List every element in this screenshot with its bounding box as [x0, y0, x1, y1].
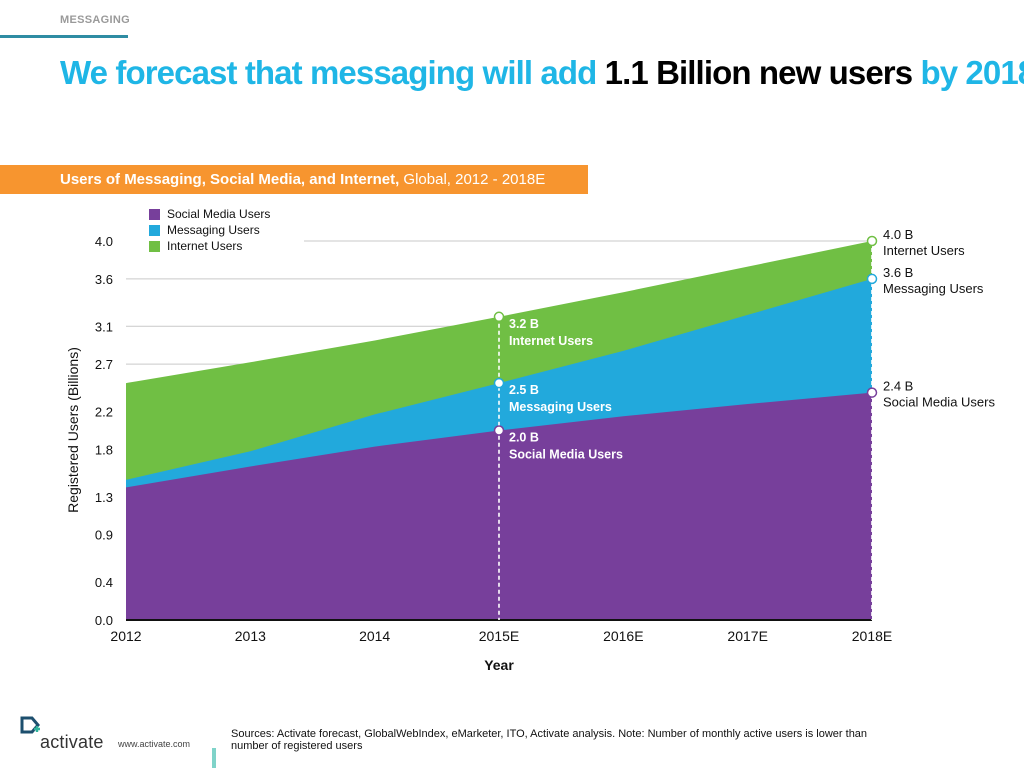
legend-item-internet: Internet Users: [149, 238, 270, 254]
data-label-name: Internet Users: [509, 334, 593, 348]
data-point-social: [493, 425, 505, 436]
banner-title-strong: Users of Messaging, Social Media, and In…: [60, 171, 400, 188]
section-rule: [0, 35, 128, 38]
x-tick-label: 2017E: [727, 628, 767, 644]
data-point-internet: [866, 235, 878, 247]
logo-wordmark: activate: [40, 732, 104, 752]
data-label-value: 2.5 B: [509, 383, 539, 397]
y-tick-label: 2.2: [95, 405, 113, 420]
headline-part-2: 1.1 Billion new users: [604, 54, 913, 91]
y-tick-label: 0.9: [95, 528, 113, 543]
chart-banner: Users of Messaging, Social Media, and In…: [0, 165, 588, 194]
headline-part-1: We forecast that messaging will add: [60, 54, 605, 91]
data-point-messaging: [493, 377, 505, 389]
y-tick-label: 3.6: [95, 272, 113, 287]
x-tick-label: 2015E: [479, 628, 519, 644]
y-tick-label: 0.4: [95, 575, 113, 590]
sources-note: Sources: Activate forecast, GlobalWebInd…: [231, 728, 868, 752]
y-tick-label: 3.1: [95, 319, 113, 334]
y-tick-label: 4.0: [95, 234, 113, 249]
y-tick-label: 1.8: [95, 442, 113, 457]
headline-part-3: by 2018: [912, 54, 1024, 91]
logo-url[interactable]: www.activate.com: [118, 739, 191, 749]
headline: We forecast that messaging will add 1.1 …: [60, 54, 1024, 92]
data-label-name: Social Media Users: [509, 448, 623, 462]
legend-swatch-internet: [149, 240, 160, 252]
data-point-messaging: [866, 273, 878, 285]
x-tick-label: 2012: [110, 628, 141, 644]
footer-accent-bar: [212, 748, 216, 768]
y-tick-label: 0.0: [95, 613, 113, 628]
data-label-value: 3.6 B: [883, 265, 913, 280]
y-axis-title: Registered Users (Billions): [65, 347, 81, 513]
legend-label-social: Social Media Users: [167, 207, 271, 221]
legend-label-internet: Internet Users: [167, 239, 243, 253]
data-label-name: Messaging Users: [509, 400, 612, 414]
data-point-social: [866, 387, 878, 398]
x-tick-label: 2013: [235, 628, 266, 644]
x-tick-label: 2014: [359, 628, 390, 644]
y-tick-label: 1.3: [95, 490, 113, 505]
data-label-name: Social Media Users: [883, 395, 995, 410]
x-axis-title: Year: [484, 657, 514, 673]
banner-title-rest: Global, 2012 - 2018E: [399, 171, 546, 188]
chart-legend: Social Media Users Messaging Users Inter…: [149, 206, 270, 254]
legend-label-messaging: Messaging Users: [167, 223, 260, 237]
x-tick-label: 2016E: [603, 628, 643, 644]
section-label: MESSAGING: [60, 14, 130, 26]
legend-swatch-messaging: [149, 224, 160, 236]
legend-item-social: Social Media Users: [149, 206, 270, 222]
data-label-name: Internet Users: [883, 243, 965, 258]
activate-logo-icon: [20, 716, 40, 734]
data-point-internet: [493, 311, 505, 323]
data-label-value: 2.0 B: [509, 431, 539, 445]
data-label-value: 2.4 B: [883, 379, 913, 394]
x-tick-label: 2018E: [852, 628, 892, 644]
data-label-value: 4.0 B: [883, 227, 913, 242]
y-tick-label: 2.7: [95, 357, 113, 372]
legend-item-messaging: Messaging Users: [149, 222, 270, 238]
data-label-value: 3.2 B: [509, 317, 539, 331]
data-label-name: Messaging Users: [883, 281, 984, 296]
legend-swatch-social: [149, 208, 160, 220]
